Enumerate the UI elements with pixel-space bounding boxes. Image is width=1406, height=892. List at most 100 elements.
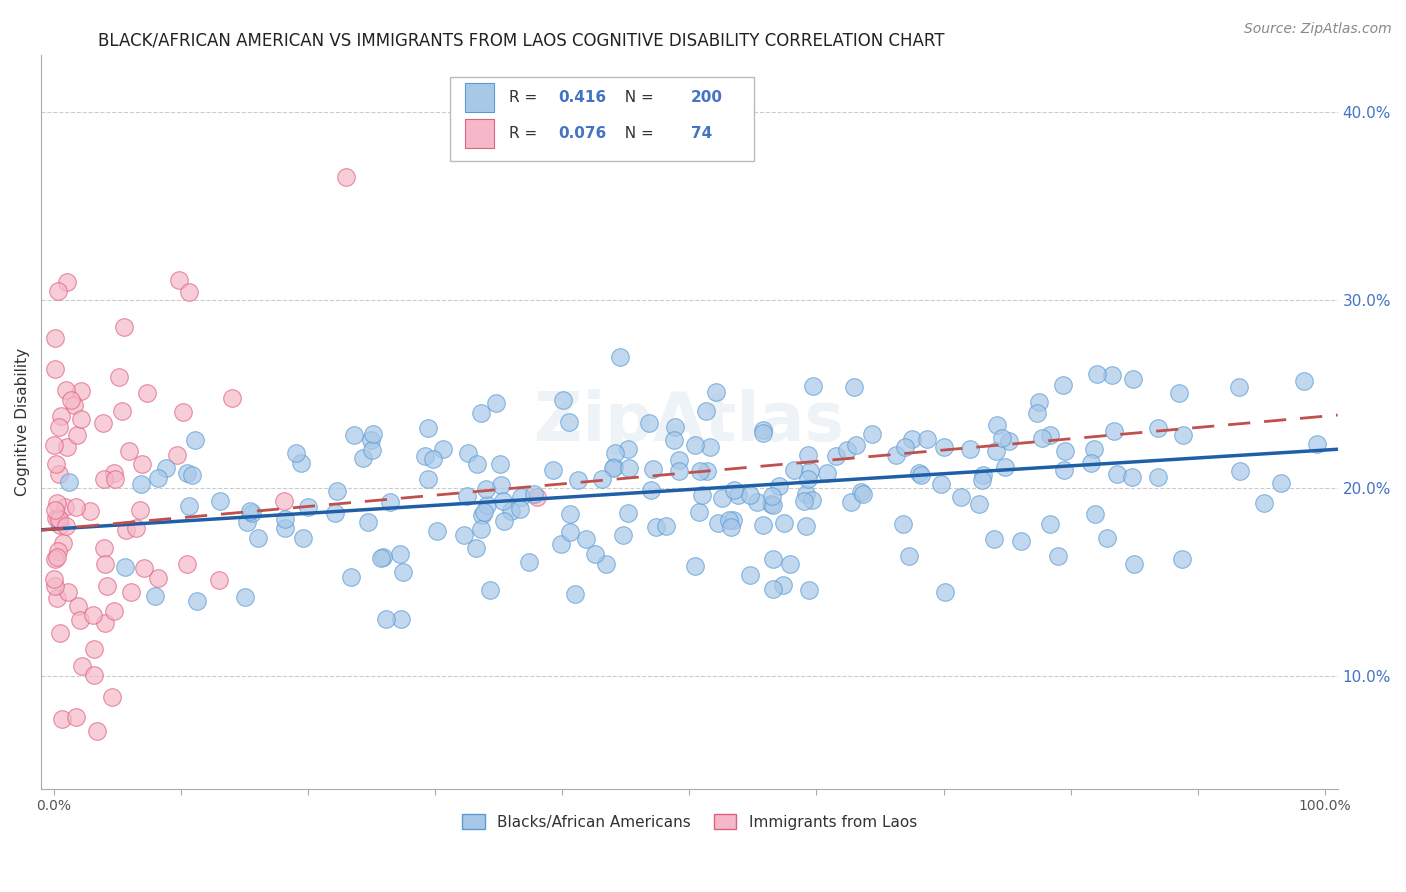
Point (129, 503, 152, 517)
Point (1146, 470, 1168, 484)
Point (45, 511, 67, 525)
Point (136, 385, 159, 400)
Point (129, 476, 152, 491)
Point (46, 510, 69, 524)
Point (801, 379, 824, 393)
Point (53, 500, 76, 515)
Point (55, 275, 77, 289)
Point (690, 488, 713, 502)
Point (112, 320, 135, 334)
Point (48, 512, 70, 526)
Point (595, 557, 617, 571)
Point (418, 421, 440, 435)
Point (114, 560, 136, 574)
Point (181, 468, 204, 483)
Point (1270, 476, 1292, 491)
Point (983, 532, 1005, 546)
Point (166, 448, 188, 462)
Point (49, 409, 72, 423)
Point (986, 418, 1008, 433)
Point (426, 524, 449, 538)
Point (59, 393, 82, 408)
Point (641, 462, 664, 476)
Point (1039, 516, 1062, 531)
Point (1168, 385, 1191, 400)
Point (668, 464, 690, 478)
Point (638, 416, 661, 430)
Point (48, 467, 70, 482)
Point (335, 170, 357, 185)
Point (1084, 508, 1107, 522)
Point (96, 579, 118, 593)
Point (815, 466, 838, 480)
Text: 0.076: 0.076 (558, 126, 606, 141)
Point (179, 499, 201, 513)
Point (42, 572, 65, 586)
Point (891, 516, 914, 531)
Point (839, 495, 862, 509)
Point (457, 446, 479, 460)
Point (343, 428, 366, 442)
Point (475, 499, 498, 513)
Point (326, 484, 349, 499)
Point (55, 519, 77, 533)
Point (184, 433, 207, 447)
Point (602, 460, 624, 475)
Point (551, 392, 574, 407)
Point (46, 549, 69, 564)
Text: BLACK/AFRICAN AMERICAN VS IMMIGRANTS FROM LAOS COGNITIVE DISABILITY CORRELATION : BLACK/AFRICAN AMERICAN VS IMMIGRANTS FRO… (98, 31, 945, 49)
Point (1229, 380, 1251, 394)
Point (696, 464, 718, 478)
Point (58, 475, 80, 489)
Point (1028, 395, 1050, 409)
Point (79, 504, 101, 518)
Point (772, 516, 794, 530)
Point (470, 406, 492, 420)
Legend: Blacks/African Americans, Immigrants from Laos: Blacks/African Americans, Immigrants fro… (456, 807, 924, 836)
Point (56, 440, 79, 454)
Point (415, 449, 437, 463)
Point (93, 541, 115, 555)
Text: R =: R = (509, 90, 543, 105)
Point (550, 537, 572, 551)
Point (558, 524, 581, 539)
Point (738, 487, 761, 501)
Point (591, 471, 613, 485)
Point (617, 461, 640, 475)
Point (65, 500, 87, 514)
Point (240, 506, 263, 520)
Point (176, 467, 198, 481)
Point (247, 531, 270, 545)
Point (456, 489, 478, 503)
Point (824, 450, 846, 464)
Point (492, 494, 515, 508)
Point (69, 384, 91, 399)
Point (103, 466, 125, 480)
Point (762, 582, 785, 597)
Y-axis label: Cognitive Disability: Cognitive Disability (15, 348, 30, 496)
Point (284, 446, 307, 460)
Point (567, 473, 589, 487)
Point (66, 428, 89, 442)
Point (727, 488, 749, 502)
Point (44, 331, 66, 345)
Text: R =: R = (509, 126, 543, 141)
Point (796, 519, 818, 533)
Point (799, 582, 821, 597)
Point (998, 434, 1021, 449)
Point (103, 604, 125, 618)
Point (898, 549, 921, 563)
Point (910, 468, 932, 483)
Point (52, 536, 75, 550)
Point (370, 550, 392, 565)
Point (323, 506, 346, 520)
Point (560, 507, 582, 521)
Point (662, 434, 685, 448)
Point (768, 479, 790, 493)
Point (510, 490, 533, 504)
Point (1083, 442, 1105, 457)
Point (62, 398, 84, 412)
Point (290, 456, 312, 470)
Point (934, 585, 956, 599)
Point (208, 573, 231, 587)
